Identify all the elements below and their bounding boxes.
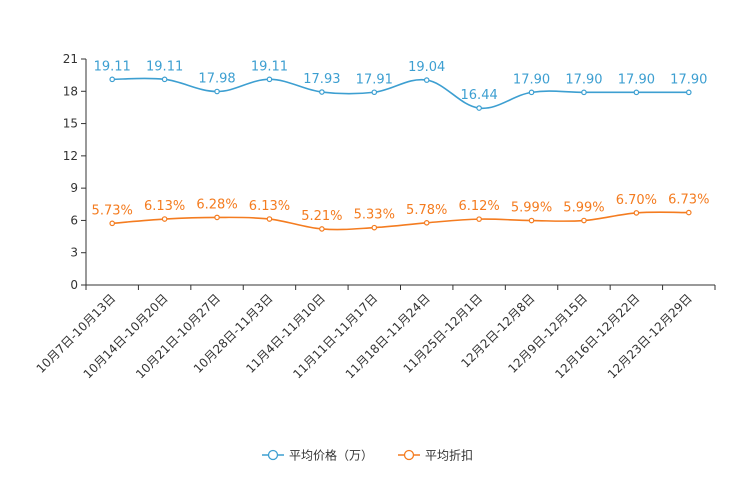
data-point [266,216,273,222]
legend-marker-1 [267,449,279,461]
data-label: 5.33% [354,208,395,223]
data-label: 17.90 [618,72,655,87]
data-label: 6.13% [249,199,290,214]
data-label: 17.90 [565,72,602,87]
data-point [109,220,116,227]
data-point [214,214,220,221]
data-point [581,89,587,96]
y-tick-label: 0 [70,278,78,292]
data-point [319,89,325,95]
plot-area: 03691215182110月7日-10月13日10月14日-10月20日10月… [34,52,716,381]
data-label: 16.44 [461,88,498,103]
y-tick-label: 21 [63,52,78,66]
data-label: 17.93 [303,72,340,87]
legend: 平均价格（万） 平均折扣 [262,448,473,463]
data-label: 6.28% [196,197,237,212]
data-label: 17.90 [513,72,550,87]
data-label: 17.90 [670,72,707,87]
data-label: 19.11 [94,59,131,74]
data-label: 19.11 [251,59,288,74]
data-label: 5.99% [563,201,604,216]
y-tick-label: 6 [70,213,78,227]
data-point [161,216,168,222]
y-tick-label: 15 [63,117,78,131]
data-point [319,226,325,232]
data-point [476,105,482,111]
data-label: 5.21% [301,209,342,224]
data-point [685,89,692,96]
legend-label-1: 平均价格（万） [289,448,373,463]
y-tick-label: 3 [70,246,78,260]
data-label: 6.70% [616,193,657,208]
data-label: 19.04 [408,60,445,75]
data-point [476,216,482,222]
data-point [528,89,535,96]
data-label: 5.73% [92,203,133,218]
series-line-2 [112,211,689,231]
data-label: 6.73% [668,193,709,208]
data-point [685,209,692,216]
data-label: 17.91 [356,72,393,87]
legend-marker-2 [403,449,415,461]
data-label: 6.12% [458,199,499,214]
data-label: 17.98 [198,72,235,87]
data-point [214,88,220,95]
legend-label-2: 平均折扣 [425,448,473,463]
data-point [581,217,587,224]
y-tick-label: 12 [63,149,78,163]
data-point [371,224,378,231]
data-label: 5.78% [406,203,447,218]
data-point [423,77,430,83]
data-point [109,76,116,83]
y-tick-label: 9 [70,181,78,195]
data-label: 19.11 [146,59,183,74]
data-label: 5.99% [511,201,552,216]
y-tick-label: 18 [63,84,78,98]
data-point [266,76,273,83]
data-label: 6.13% [144,199,185,214]
data-point [371,89,378,96]
data-point [423,219,430,226]
data-point [633,210,640,216]
series-line-1 [112,77,689,109]
data-point [633,89,640,96]
data-point [161,76,168,83]
data-point [528,217,535,224]
